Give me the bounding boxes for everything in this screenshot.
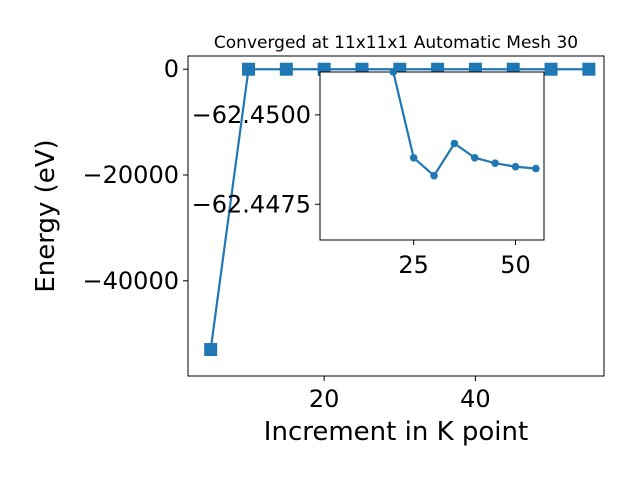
data-point xyxy=(242,62,256,76)
y-tick-label: −40000 xyxy=(83,267,179,295)
data-point xyxy=(582,62,596,76)
data-point xyxy=(491,159,499,167)
data-point xyxy=(204,343,218,357)
inset-plot-area xyxy=(319,71,545,241)
data-point xyxy=(511,162,520,171)
main-x-ticks: 20 40 xyxy=(309,376,491,413)
data-point xyxy=(450,139,459,148)
chart-title: Converged at 11x11x1 Automatic Mesh 30 xyxy=(214,33,578,53)
x-tick-label: 50 xyxy=(500,251,531,279)
y-tick-label: −62.4475 xyxy=(192,190,311,218)
data-point xyxy=(544,62,558,76)
main-y-ticks: 0 −20000 −40000 xyxy=(83,55,188,295)
y-tick-label: 0 xyxy=(164,55,179,83)
y-tick-label: −62.4500 xyxy=(192,101,311,129)
inset-series xyxy=(389,68,540,180)
data-point xyxy=(532,164,540,173)
y-axis-label: Energy (eV) xyxy=(31,139,61,292)
x-tick-label: 20 xyxy=(309,385,340,413)
x-tick-label: 25 xyxy=(398,251,429,279)
inset-y-ticks: −62.4500 −62.4475 xyxy=(192,101,320,218)
data-point xyxy=(279,62,293,76)
inset-x-ticks: 25 50 xyxy=(398,240,531,279)
data-point xyxy=(430,171,438,180)
main-series xyxy=(204,62,596,357)
data-point xyxy=(409,153,418,162)
data-point xyxy=(389,68,398,76)
data-point xyxy=(470,153,479,162)
x-axis-label: Increment in K point xyxy=(264,417,528,447)
x-tick-label: 40 xyxy=(460,385,491,413)
y-tick-label: −20000 xyxy=(83,161,179,189)
